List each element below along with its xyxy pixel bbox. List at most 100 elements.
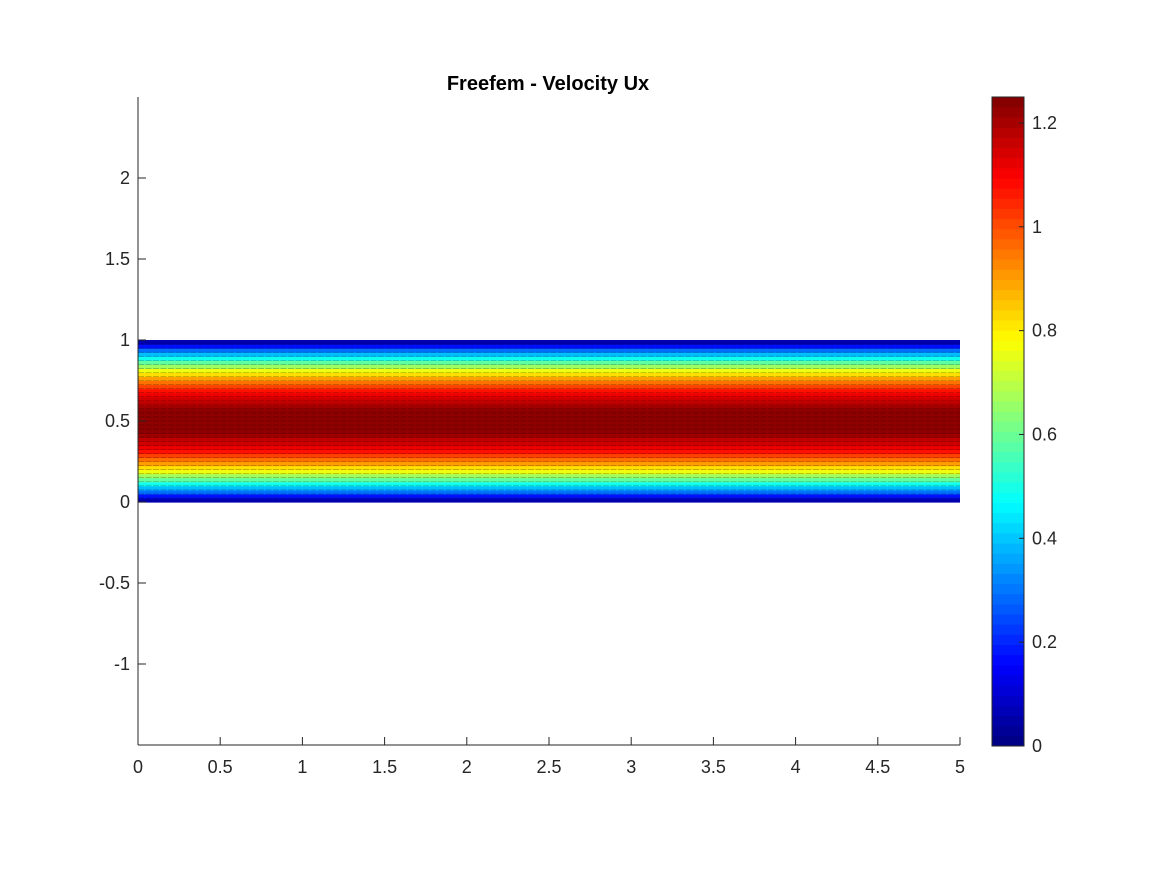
- colorbar-segment: [992, 380, 1024, 392]
- colorbar-tick-label: 0.8: [1032, 321, 1057, 341]
- field-band: [138, 485, 960, 491]
- colorbar-segment: [992, 462, 1024, 473]
- colorbar-segment: [992, 725, 1024, 737]
- field-band: [138, 489, 960, 495]
- y-tick-label: -1: [114, 654, 130, 674]
- field-band: [138, 416, 960, 422]
- field-band: [138, 352, 960, 357]
- colorbar-segment: [992, 593, 1024, 605]
- field-band: [138, 368, 960, 373]
- field-band: [138, 445, 960, 450]
- colorbar-segment: [992, 391, 1024, 402]
- colorbar-segment: [992, 421, 1024, 433]
- field-band: [138, 392, 960, 398]
- field-band: [138, 453, 960, 459]
- colorbar-segment: [992, 340, 1024, 351]
- field-band: [138, 360, 960, 365]
- y-tick-label: 0.5: [105, 411, 130, 431]
- field-band: [138, 388, 960, 394]
- field-band: [138, 412, 960, 418]
- x-tick-label: 2: [462, 757, 472, 777]
- velocity-field: [138, 340, 960, 503]
- colorbar-segment: [992, 431, 1024, 443]
- field-band: [138, 348, 960, 353]
- colorbar-segment: [992, 502, 1024, 514]
- colorbar-tick-label: 0: [1032, 736, 1042, 756]
- colorbar-segment: [992, 695, 1024, 706]
- field-band: [138, 477, 960, 483]
- field-band: [138, 429, 960, 434]
- x-tick-label: 5: [955, 757, 965, 777]
- field-band: [138, 473, 960, 479]
- colorbar-segment: [992, 512, 1024, 524]
- field-band: [138, 481, 960, 487]
- field-band: [138, 344, 960, 349]
- colorbar-segment: [992, 472, 1024, 483]
- colorbar-tick-label: 0.6: [1032, 424, 1057, 444]
- colorbar-segment: [992, 553, 1024, 564]
- x-tick-label: 1: [297, 757, 307, 777]
- field-band: [138, 461, 960, 467]
- colorbar-segment: [992, 218, 1024, 230]
- colorbar-segment: [992, 309, 1024, 321]
- field-band: [138, 465, 960, 471]
- colorbar-segment: [992, 370, 1024, 382]
- field-band: [138, 469, 960, 475]
- colorbar-frame: [991, 96, 1025, 747]
- colorbar-segment: [992, 188, 1024, 199]
- field-band: [138, 441, 960, 446]
- colorbar-segment: [992, 320, 1024, 331]
- colorbar-segment: [992, 137, 1024, 149]
- colorbar-segment: [992, 147, 1024, 159]
- colorbar-segment: [992, 279, 1024, 291]
- colorbar-segment: [992, 238, 1024, 250]
- colorbar-segment: [992, 167, 1024, 179]
- colorbar-segment: [992, 624, 1024, 635]
- plot-area: 0 0.5 1 1.5 2 2.5 3 3.5 4 4.5 5 -1 -0.5 0 0.5 1 1.5 2: [99, 97, 965, 777]
- field-band: [138, 437, 960, 442]
- x-tick-label: 1.5: [372, 757, 397, 777]
- chart-title: Freefem - Velocity Ux: [447, 73, 649, 95]
- colorbar-segment: [992, 634, 1024, 645]
- field-band: [138, 384, 960, 390]
- field-band: [138, 400, 960, 406]
- field-band: [138, 340, 960, 345]
- y-tick-label: 1: [120, 330, 130, 350]
- field-band: [138, 408, 960, 414]
- field-band: [138, 376, 960, 382]
- colorbar-segment: [992, 208, 1024, 220]
- colorbar-segment: [992, 451, 1024, 463]
- field-band: [138, 372, 960, 378]
- field-band: [138, 404, 960, 410]
- y-tick-label: 1.5: [105, 249, 130, 269]
- colorbar-tick-label: 0.4: [1032, 528, 1057, 548]
- colorbar-segment: [992, 533, 1024, 544]
- colorbar-tick-label: 1.2: [1032, 113, 1057, 133]
- y-tick-label: 0: [120, 492, 130, 512]
- colorbar-segment: [992, 735, 1024, 747]
- colorbar-segment: [992, 441, 1024, 453]
- field-band: [138, 449, 960, 454]
- colorbar-segment: [992, 563, 1024, 575]
- colorbar-segment: [992, 107, 1024, 118]
- colorbar-segment: [992, 522, 1024, 534]
- colorbar-tick-label: 1: [1032, 217, 1042, 237]
- colorbar-segment: [992, 228, 1024, 240]
- x-tick-label: 3.5: [701, 757, 726, 777]
- colorbar-segment: [992, 157, 1024, 169]
- colorbar-segment: [992, 705, 1024, 716]
- colorbar-segment: [992, 654, 1024, 666]
- colorbar-segment: [992, 127, 1024, 138]
- colorbar-segment: [992, 269, 1024, 280]
- colorbar-segment: [992, 482, 1024, 493]
- field-band: [138, 356, 960, 361]
- field-band: [138, 421, 960, 426]
- colorbar-gradient: [991, 96, 1025, 747]
- colorbar-segment: [992, 604, 1024, 615]
- colorbar-segment: [992, 97, 1024, 108]
- colorbar-tick-label: 0.2: [1032, 632, 1057, 652]
- y-tick-label: 2: [120, 168, 130, 188]
- field-band: [138, 425, 960, 430]
- colorbar-segment: [992, 350, 1024, 362]
